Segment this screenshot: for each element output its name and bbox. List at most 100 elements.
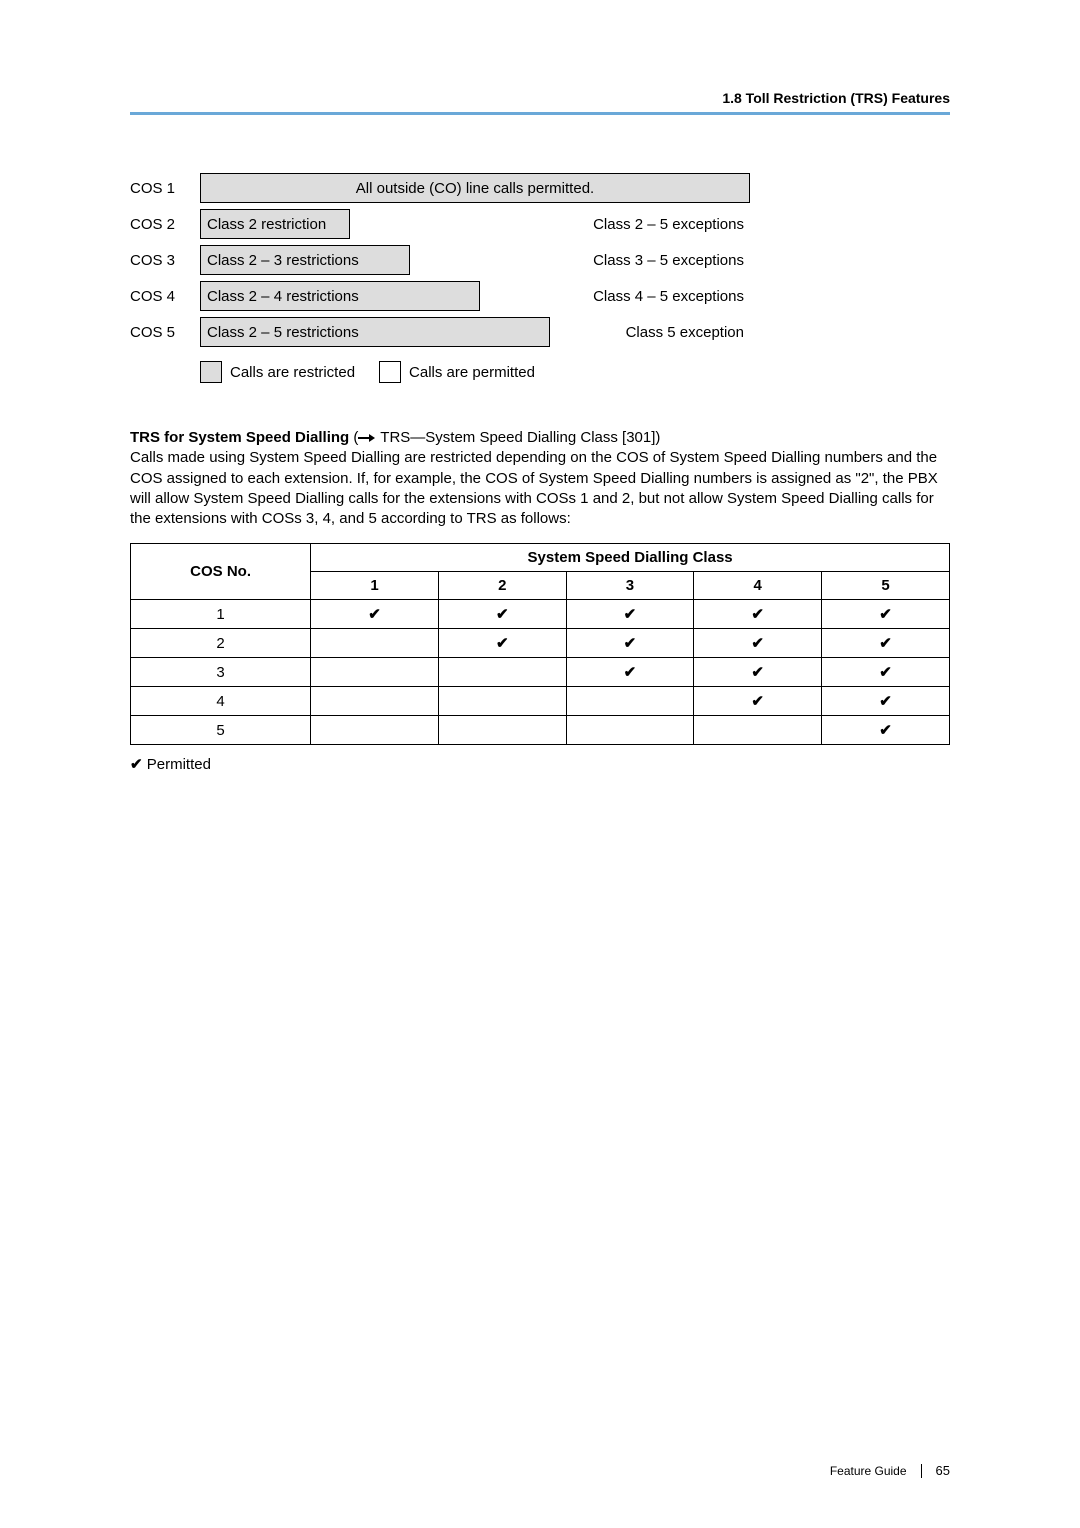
td-cell: ✔ [694, 600, 822, 629]
check-icon: ✔ [879, 635, 892, 652]
footer-page-number: 65 [936, 1463, 950, 1478]
td-cos: 1 [131, 600, 311, 629]
cross-reference: TRS—System Speed Dialling Class [301]) [376, 429, 660, 446]
cos-diagram: COS 1All outside (CO) line calls permitt… [130, 173, 750, 383]
check-icon: ✔ [624, 606, 637, 623]
table-row: 3 ✔ ✔ ✔ [131, 658, 950, 687]
body-heading: TRS for System Speed Dialling [130, 429, 349, 446]
footer-separator [921, 1464, 922, 1478]
check-icon: ✔ [496, 606, 509, 623]
cos-bar-exception: Class 3 – 5 exceptions [410, 245, 750, 275]
td-cos: 2 [131, 629, 311, 658]
cos-row: COS 3Class 2 – 3 restrictionsClass 3 – 5… [130, 245, 750, 275]
th-class-col: 2 [438, 572, 566, 600]
body-text: TRS for System Speed Dialling ( TRS—Syst… [130, 428, 950, 529]
legend-label-restricted: Calls are restricted [230, 364, 355, 381]
body-paragraph: Calls made using System Speed Dialling a… [130, 449, 938, 527]
cos-row: COS 5Class 2 – 5 restrictionsClass 5 exc… [130, 317, 750, 347]
check-icon: ✔ [751, 635, 764, 652]
td-cell [311, 658, 439, 687]
legend-item-permitted: Calls are permitted [379, 361, 535, 383]
cos-legend: Calls are restricted Calls are permitted [130, 361, 750, 383]
cos-bar-restriction: Class 2 – 5 restrictions [200, 317, 550, 347]
footer-doc-title: Feature Guide [830, 1464, 907, 1478]
page-footer: Feature Guide 65 [130, 1443, 950, 1478]
check-icon: ✔ [879, 693, 892, 710]
td-cell: ✔ [822, 629, 950, 658]
legend-swatch-permitted [379, 361, 401, 383]
cos-label: COS 3 [130, 245, 200, 275]
cos-row: COS 4Class 2 – 4 restrictionsClass 4 – 5… [130, 281, 750, 311]
td-cell: ✔ [822, 658, 950, 687]
section-title: 1.8 Toll Restriction (TRS) Features [722, 90, 950, 106]
cos-bar-area: Class 2 restrictionClass 2 – 5 exception… [200, 209, 750, 239]
check-icon: ✔ [879, 606, 892, 623]
td-cell [566, 687, 694, 716]
td-cell: ✔ [822, 687, 950, 716]
cos-bar-exception: Class 4 – 5 exceptions [480, 281, 750, 311]
check-icon: ✔ [624, 635, 637, 652]
cos-bar-exception: Class 5 exception [550, 317, 750, 347]
td-cell: ✔ [694, 629, 822, 658]
check-icon: ✔ [751, 693, 764, 710]
cos-bar-area: Class 2 – 5 restrictionsClass 5 exceptio… [200, 317, 750, 347]
legend-swatch-restricted [200, 361, 222, 383]
check-icon: ✔ [130, 756, 143, 773]
th-cos-no: COS No. [131, 544, 311, 600]
td-cell: ✔ [566, 629, 694, 658]
cos-label: COS 4 [130, 281, 200, 311]
check-icon: ✔ [368, 606, 381, 623]
td-cell [311, 687, 439, 716]
td-cos: 3 [131, 658, 311, 687]
check-icon: ✔ [751, 606, 764, 623]
cos-label: COS 1 [130, 173, 200, 203]
check-icon: ✔ [879, 664, 892, 681]
td-cell [311, 716, 439, 745]
cos-label: COS 5 [130, 317, 200, 347]
arrow-icon [358, 433, 376, 443]
td-cell [694, 716, 822, 745]
check-icon: ✔ [751, 664, 764, 681]
td-cell: ✔ [566, 600, 694, 629]
speed-dialling-table: COS No.System Speed Dialling Class123451… [130, 543, 950, 745]
td-cell: ✔ [438, 600, 566, 629]
th-class-col: 1 [311, 572, 439, 600]
table-row: 1 ✔ ✔ ✔ ✔ ✔ [131, 600, 950, 629]
table-row: 2 ✔ ✔ ✔ ✔ [131, 629, 950, 658]
td-cell: ✔ [694, 658, 822, 687]
th-class-col: 4 [694, 572, 822, 600]
legend-item-restricted: Calls are restricted [200, 361, 355, 383]
td-cell [438, 658, 566, 687]
check-icon: ✔ [879, 722, 892, 739]
legend-permitted-text: Permitted [143, 756, 211, 773]
td-cell: ✔ [311, 600, 439, 629]
th-class-col: 3 [566, 572, 694, 600]
td-cell: ✔ [438, 629, 566, 658]
header-rule [130, 112, 950, 115]
td-cell [311, 629, 439, 658]
cos-bar-area: Class 2 – 4 restrictionsClass 4 – 5 exce… [200, 281, 750, 311]
td-cell [438, 687, 566, 716]
legend-label-permitted: Calls are permitted [409, 364, 535, 381]
check-icon: ✔ [624, 664, 637, 681]
td-cos: 5 [131, 716, 311, 745]
cos-bar-restriction: Class 2 restriction [200, 209, 350, 239]
td-cell: ✔ [694, 687, 822, 716]
cos-row: COS 1All outside (CO) line calls permitt… [130, 173, 750, 203]
cos-bar-exception: Class 2 – 5 exceptions [350, 209, 750, 239]
td-cell: ✔ [822, 716, 950, 745]
cos-row: COS 2Class 2 restrictionClass 2 – 5 exce… [130, 209, 750, 239]
td-cell: ✔ [566, 658, 694, 687]
td-cell [438, 716, 566, 745]
cos-bar-full: All outside (CO) line calls permitted. [200, 173, 750, 203]
cos-bar-restriction: Class 2 – 3 restrictions [200, 245, 410, 275]
th-class-col: 5 [822, 572, 950, 600]
table-row: 5✔ [131, 716, 950, 745]
cos-label: COS 2 [130, 209, 200, 239]
th-group: System Speed Dialling Class [311, 544, 950, 572]
cos-bar-restriction: Class 2 – 4 restrictions [200, 281, 480, 311]
td-cell [566, 716, 694, 745]
legend-permitted: ✔ Permitted [130, 755, 950, 773]
table-row: 4✔✔ [131, 687, 950, 716]
cos-bar-area: All outside (CO) line calls permitted. [200, 173, 750, 203]
